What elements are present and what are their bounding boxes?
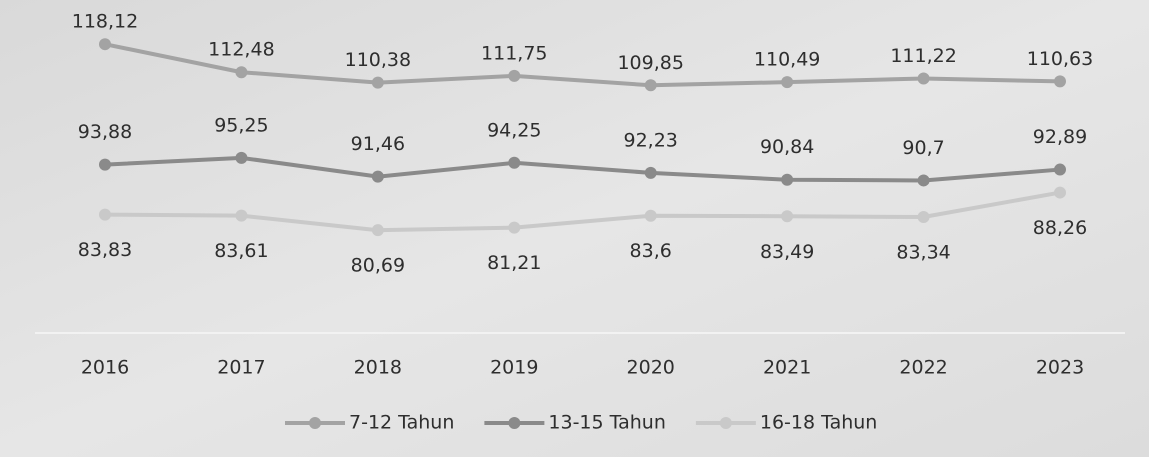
x-tick-label: 2023	[1036, 357, 1084, 379]
point	[99, 208, 111, 221]
x-tick-label: 2017	[217, 357, 265, 379]
point	[235, 151, 248, 164]
point	[371, 170, 384, 183]
point	[508, 69, 521, 82]
data-label: 90,84	[760, 136, 814, 158]
legend-marker	[508, 417, 521, 429]
data-label: 118,12	[72, 11, 138, 33]
point	[781, 173, 794, 186]
point	[917, 72, 930, 85]
x-tick-label: 2022	[899, 357, 947, 379]
point	[235, 66, 248, 79]
data-label: 93,88	[78, 121, 132, 143]
data-label: 81,21	[487, 252, 541, 274]
point	[235, 209, 248, 222]
data-label: 111,22	[890, 45, 956, 67]
point	[644, 166, 657, 179]
data-label: 94,25	[487, 119, 541, 141]
data-label: 83,49	[760, 241, 814, 263]
data-label: 112,48	[208, 39, 274, 61]
x-tick-label: 2020	[627, 357, 675, 379]
series-line	[104, 42, 1061, 88]
data-label: 110,49	[754, 49, 820, 71]
legend-label: 16-18 Tahun	[760, 412, 877, 434]
x-tick-label: 2016	[81, 357, 129, 379]
data-label: 111,75	[481, 42, 547, 64]
point	[781, 210, 794, 223]
series-line	[104, 155, 1061, 183]
point	[917, 211, 930, 224]
series-line	[104, 190, 1061, 233]
point	[508, 221, 521, 234]
point	[917, 174, 930, 187]
data-label: 83,34	[896, 242, 950, 264]
data-label: 91,46	[351, 133, 405, 155]
point	[644, 79, 657, 92]
legend-marker	[719, 417, 732, 429]
x-tick-label: 2018	[354, 357, 402, 379]
data-label: 88,26	[1033, 217, 1087, 239]
point	[781, 76, 794, 89]
data-label: 92,89	[1033, 126, 1087, 148]
data-label: 110,38	[345, 49, 411, 71]
data-label: 83,83	[78, 239, 132, 261]
x-tick-label: 2021	[763, 357, 811, 379]
data-label: 83,6	[630, 240, 672, 262]
data-label: 110,63	[1027, 48, 1093, 70]
data-label: 90,7	[902, 137, 944, 159]
data-label: 109,85	[617, 52, 683, 74]
legend-marker	[309, 417, 321, 429]
point	[99, 158, 111, 171]
legend-label: 7-12 Tahun	[349, 412, 454, 434]
point	[371, 224, 384, 237]
point	[99, 38, 111, 51]
point	[1054, 75, 1066, 88]
data-label: 83,61	[214, 240, 268, 262]
point	[1054, 163, 1066, 176]
point	[371, 76, 384, 89]
legend-label: 13-15 Tahun	[548, 412, 665, 434]
data-label: 92,23	[624, 129, 678, 151]
point	[644, 209, 657, 222]
point	[508, 156, 521, 169]
data-label: 80,69	[351, 255, 405, 277]
x-tick-label: 2019	[490, 357, 538, 379]
data-label: 95,25	[214, 114, 268, 136]
point	[1054, 186, 1066, 199]
